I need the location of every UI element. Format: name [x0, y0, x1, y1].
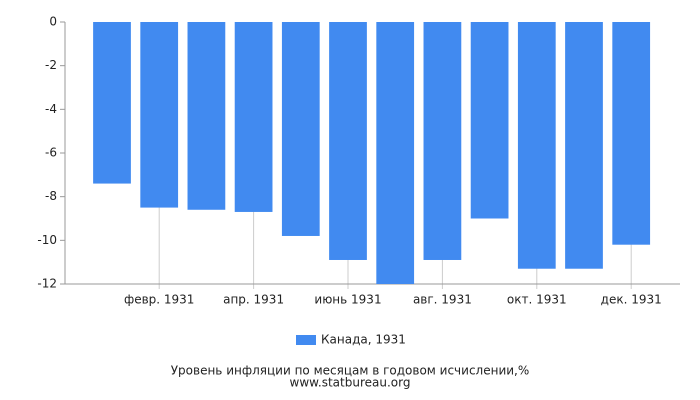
bar — [329, 22, 367, 260]
bar — [187, 22, 226, 210]
caption: Уровень инфляции по месяцам в годовом ис… — [171, 364, 530, 378]
x-tick-label: июнь 1931 — [314, 293, 381, 307]
bar — [612, 22, 651, 245]
y-tick-label: -2 — [45, 58, 57, 72]
x-tick-label: дек. 1931 — [601, 293, 662, 307]
x-tick-label: авг. 1931 — [413, 293, 472, 307]
legend-label: Канада, 1931 — [321, 333, 406, 347]
source: www.statbureau.org — [290, 376, 411, 390]
x-tick-label: апр. 1931 — [223, 293, 284, 307]
y-tick-label: -12 — [37, 277, 57, 291]
legend-swatch — [296, 335, 316, 345]
y-tick-label: 0 — [49, 15, 57, 29]
y-tick-label: -6 — [45, 146, 57, 160]
bar — [281, 22, 320, 236]
bar — [93, 22, 131, 184]
bar — [140, 22, 179, 208]
y-tick-label: -4 — [45, 102, 57, 116]
x-tick-label: февр. 1931 — [124, 293, 195, 307]
bar — [565, 22, 603, 269]
y-tick-label: -8 — [45, 189, 57, 203]
bar — [234, 22, 273, 212]
bar — [517, 22, 556, 269]
x-tick-label: окт. 1931 — [507, 293, 567, 307]
bar — [376, 22, 415, 284]
bar — [423, 22, 462, 260]
bar — [470, 22, 509, 219]
y-tick-label: -10 — [37, 233, 57, 247]
